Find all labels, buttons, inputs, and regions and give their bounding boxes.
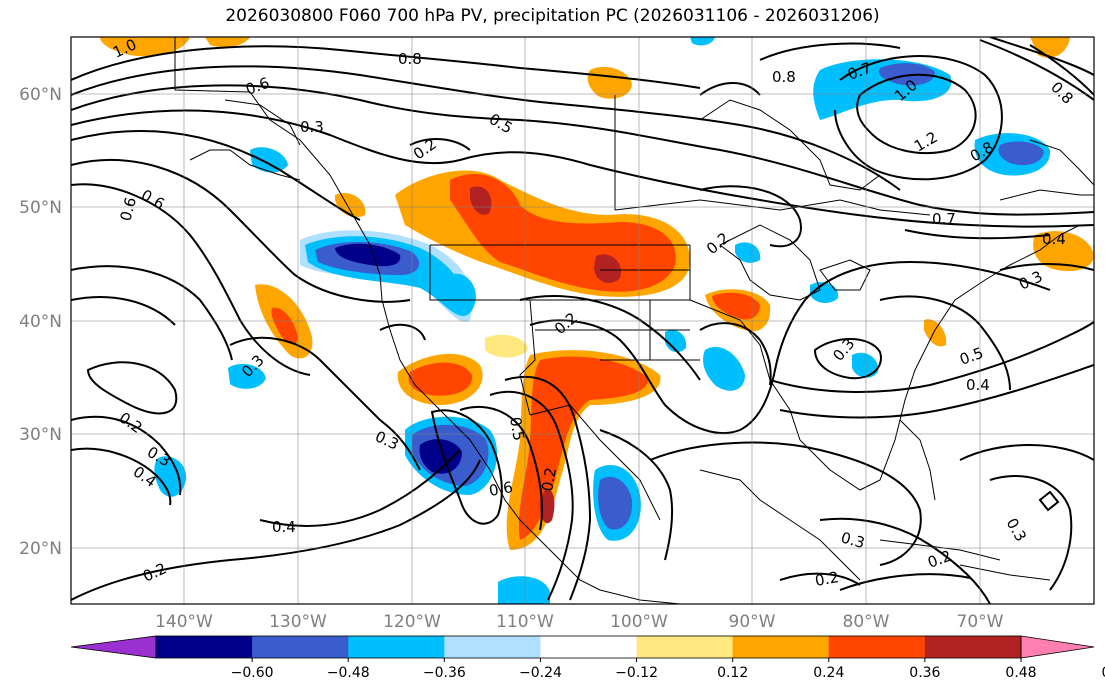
precip-negative-max — [335, 243, 401, 267]
lon-label: 90°W — [729, 612, 776, 632]
coastlines-borders — [174, 37, 1094, 604]
lon-label: 140°W — [155, 612, 213, 632]
precip-positive-area — [100, 37, 190, 57]
colorbar-tick-label: 0.60 — [1102, 665, 1105, 681]
precip-negative-area — [154, 456, 187, 497]
colorbar-tick-label: −0.36 — [423, 665, 466, 681]
precip-negative-core — [598, 476, 633, 530]
colorbar-tick-label: 0.24 — [813, 665, 844, 681]
colorbar-swatch — [348, 636, 445, 658]
map-panel — [71, 37, 1094, 604]
colorbar-swatch — [636, 636, 734, 658]
lat-axis: 60°N 50°N 40°N 30°N 20°N — [19, 85, 62, 559]
lat-label: 30°N — [19, 425, 62, 445]
colorbar-extend-low — [70, 635, 157, 659]
precip-negative-core — [998, 141, 1044, 166]
precip-positive-core — [518, 356, 649, 540]
colorbar-swatch — [252, 636, 349, 658]
colorbar-tick-label: −0.48 — [327, 665, 370, 681]
precip-negative-area — [852, 352, 879, 378]
lon-label: 100°W — [610, 612, 668, 632]
gridlines — [71, 37, 1094, 604]
colorbar-tick-label: 0.36 — [909, 665, 940, 681]
lat-label: 20°N — [19, 539, 62, 559]
lon-label: 120°W — [383, 612, 441, 632]
precip-positive-area — [205, 37, 250, 48]
lon-label: 70°W — [957, 612, 1004, 632]
contour-label: 0.2 — [538, 466, 560, 493]
colorbar-tick-label: −0.12 — [615, 665, 658, 681]
contour-label: 0.7 — [932, 210, 956, 228]
precip-negative-area — [690, 37, 715, 46]
colorbar-ticks: −0.60 −0.48 −0.36 −0.24 −0.12 0.12 0.24 0.36 0.4… — [231, 658, 1105, 681]
precip-negative-area — [665, 329, 687, 353]
contour-label: 0.3 — [300, 118, 324, 136]
contour-label: 0.8 — [398, 50, 422, 68]
colorbar-swatch — [828, 636, 926, 658]
contour-label: 0.4 — [1042, 230, 1066, 248]
contour-label: 0.5 — [506, 416, 528, 443]
lon-label: 110°W — [496, 612, 554, 632]
lat-label: 50°N — [19, 198, 62, 218]
colorbar-swatch — [924, 636, 1022, 658]
precip-positive-area — [924, 319, 947, 347]
precip-positive-area — [1033, 231, 1094, 272]
precip-positive-core — [712, 292, 760, 320]
colorbar-extend-high — [1020, 635, 1095, 659]
precip-positive-max — [470, 186, 621, 283]
precip-positive-core — [408, 362, 473, 396]
colorbar-tick-label: 0.12 — [717, 665, 748, 681]
precip-negative-area — [447, 273, 476, 317]
colorbar-swatch — [444, 636, 541, 658]
lat-label: 60°N — [19, 85, 62, 105]
colorbar-swatch — [732, 636, 830, 658]
precip-negative-core — [879, 63, 935, 86]
map-title: 2026030800 F060 700 hPa PV, precipitatio… — [225, 6, 880, 26]
contour-label: 0.8 — [772, 68, 796, 86]
contour-label: 0.4 — [966, 376, 990, 394]
precip-negative-area — [735, 242, 761, 263]
map-frame — [70, 36, 1095, 605]
contour-label: 0.6 — [488, 478, 515, 500]
colorbar-frame — [155, 635, 1022, 659]
contour-label: 0.6 — [116, 195, 140, 223]
contour-label: 0.2 — [814, 568, 841, 590]
lon-label: 80°W — [843, 612, 890, 632]
colorbar-tick-label: −0.24 — [519, 665, 562, 681]
precip-positive-core — [271, 307, 298, 345]
precip-negative-area — [703, 346, 745, 391]
colorbar-tick-label: 0.48 — [1005, 665, 1036, 681]
colorbar-swatch — [540, 636, 638, 658]
contour-label: 0.3 — [839, 528, 867, 552]
precip-negative-area — [250, 147, 288, 173]
colorbar-tick-label: −0.60 — [231, 665, 274, 681]
precip-negative-area — [498, 576, 550, 604]
precip-positive-max — [539, 489, 555, 524]
colorbar-swatch — [156, 636, 253, 658]
contour-label: 0.4 — [272, 518, 296, 536]
lat-label: 40°N — [19, 312, 62, 332]
colorbar — [70, 635, 1095, 659]
precip-negative-area — [228, 363, 266, 389]
precip-negative-area — [810, 282, 839, 304]
precip-positive-core — [450, 174, 676, 292]
precip-positive-area — [485, 334, 528, 358]
pv-contours — [71, 37, 1094, 604]
lon-label: 130°W — [269, 612, 327, 632]
lon-axis: 140°W 130°W 120°W 110°W 100°W 90°W 80°W … — [155, 612, 1004, 632]
precip-negative-max — [419, 439, 462, 474]
